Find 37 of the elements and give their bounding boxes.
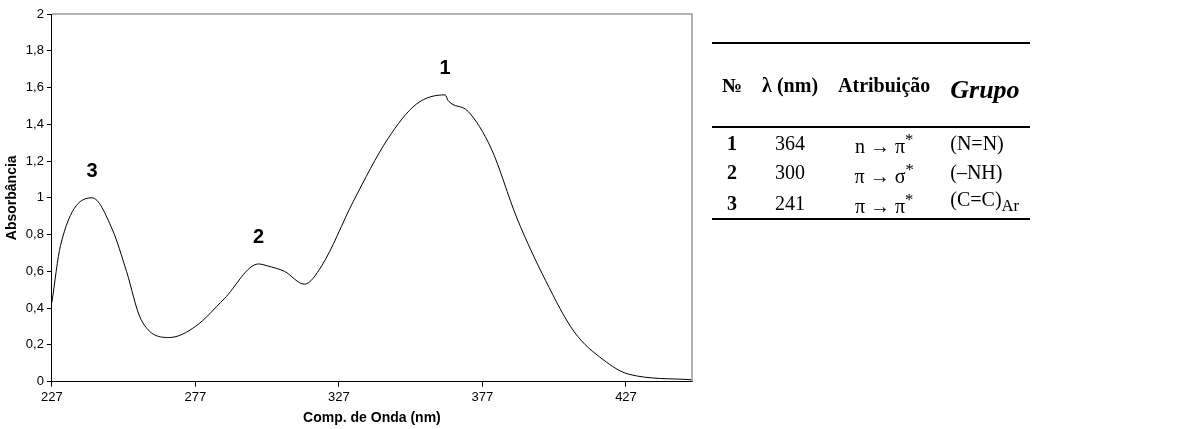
annotation: 3 xyxy=(86,159,98,182)
y-tick-label: 0,6 xyxy=(25,262,44,278)
y-tick-label: 1,6 xyxy=(25,79,44,95)
y-tick-label: 1,8 xyxy=(25,42,44,58)
text: 300 xyxy=(775,161,806,184)
y-tick-label: 0,4 xyxy=(25,299,44,315)
x-tick-label: 377 xyxy=(471,388,494,404)
text: (C=C)$_{Ar}$ xyxy=(950,188,1020,216)
text: n → π$^{*}$ xyxy=(854,130,914,157)
y-axis-title: Absorbância xyxy=(3,155,20,241)
annotation: 1 xyxy=(439,56,451,79)
y-tick-label: 2 xyxy=(36,5,44,21)
text: 241 xyxy=(775,191,806,214)
y-tick-label: 1,2 xyxy=(25,152,44,168)
x-tick-label: 277 xyxy=(184,388,207,404)
x-tick-label: 427 xyxy=(615,388,637,404)
category-label: № xyxy=(721,73,744,98)
category-label: Grupo xyxy=(949,74,1021,106)
text: π → π$^{*}$ xyxy=(854,189,914,217)
y-tick-label: 0,8 xyxy=(25,226,44,242)
y-tick-label: 1 xyxy=(36,189,44,205)
x-tick-label: 227 xyxy=(41,388,63,404)
text: 3 xyxy=(727,191,738,214)
text: (–NH) xyxy=(950,161,1003,184)
y-tick-label: 0,2 xyxy=(25,336,44,352)
y-tick-label: 0 xyxy=(36,373,44,389)
text: 2 xyxy=(727,161,738,184)
category-label: Atribuição xyxy=(837,73,932,99)
annotation: 2 xyxy=(252,225,265,248)
x-axis-title: Comp. de Onda (nm) xyxy=(303,409,441,426)
category-label: λ (nm) xyxy=(761,73,820,99)
text: (N=N) xyxy=(950,131,1004,154)
text: π → σ$^{*}$ xyxy=(854,159,914,187)
y-tick-label: 1,4 xyxy=(25,115,44,131)
text: 1 xyxy=(727,131,738,154)
x-tick-label: 327 xyxy=(328,388,350,404)
text: 364 xyxy=(775,131,806,154)
